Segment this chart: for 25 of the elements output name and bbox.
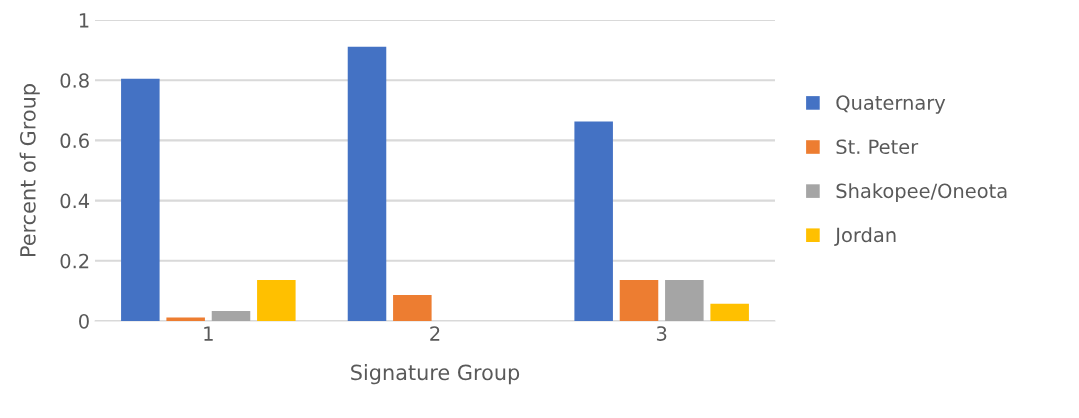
legend-label: Jordan xyxy=(834,227,896,246)
legend-label: Quaternary xyxy=(836,95,946,114)
bar xyxy=(710,303,749,321)
y-tick-label: 0 xyxy=(79,313,89,329)
y-axis-title: Percent of Group xyxy=(19,84,40,257)
x-tick-label: 2 xyxy=(430,326,440,341)
bar xyxy=(121,78,160,321)
bar xyxy=(665,280,704,321)
y-tick-label: 0.4 xyxy=(60,193,90,209)
y-tick-label: 0.8 xyxy=(60,73,89,88)
x-axis-title: Signature Group xyxy=(351,364,520,385)
bar xyxy=(574,121,613,321)
y-tick-label: 0.2 xyxy=(60,253,89,269)
bar xyxy=(393,295,432,321)
bar xyxy=(257,280,296,321)
bar xyxy=(619,280,659,321)
legend-label: Shakopee/Oneota xyxy=(836,183,1007,202)
x-tick-label: 3 xyxy=(656,326,667,341)
bar xyxy=(347,46,387,321)
y-tick-label: 1 xyxy=(79,13,89,28)
legend-label: St. Peter xyxy=(836,139,919,155)
x-tick-label: 1 xyxy=(204,326,213,341)
bar xyxy=(211,311,251,321)
bar xyxy=(166,317,205,321)
y-tick-label: 0.6 xyxy=(60,133,89,149)
